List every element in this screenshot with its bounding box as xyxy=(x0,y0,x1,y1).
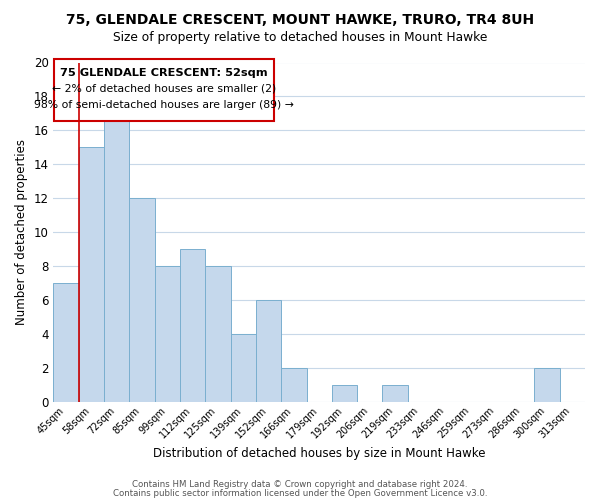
Bar xyxy=(79,148,104,402)
Text: Size of property relative to detached houses in Mount Hawke: Size of property relative to detached ho… xyxy=(113,31,487,44)
Text: ← 2% of detached houses are smaller (2): ← 2% of detached houses are smaller (2) xyxy=(52,84,276,94)
Bar xyxy=(130,198,155,402)
Text: Contains HM Land Registry data © Crown copyright and database right 2024.: Contains HM Land Registry data © Crown c… xyxy=(132,480,468,489)
Text: 75, GLENDALE CRESCENT, MOUNT HAWKE, TRURO, TR4 8UH: 75, GLENDALE CRESCENT, MOUNT HAWKE, TRUR… xyxy=(66,12,534,26)
Text: Contains public sector information licensed under the Open Government Licence v3: Contains public sector information licen… xyxy=(113,490,487,498)
Bar xyxy=(332,386,357,402)
Bar xyxy=(382,386,408,402)
Bar xyxy=(104,114,130,403)
X-axis label: Distribution of detached houses by size in Mount Hawke: Distribution of detached houses by size … xyxy=(153,447,485,460)
Bar xyxy=(281,368,307,402)
Y-axis label: Number of detached properties: Number of detached properties xyxy=(15,140,28,326)
Bar xyxy=(230,334,256,402)
FancyBboxPatch shape xyxy=(54,60,274,121)
Bar xyxy=(155,266,180,402)
Text: 98% of semi-detached houses are larger (89) →: 98% of semi-detached houses are larger (… xyxy=(34,100,294,110)
Bar xyxy=(180,250,205,402)
Text: 75 GLENDALE CRESCENT: 52sqm: 75 GLENDALE CRESCENT: 52sqm xyxy=(60,68,268,78)
Bar xyxy=(205,266,230,402)
Bar xyxy=(53,284,79,403)
Bar xyxy=(535,368,560,402)
Bar xyxy=(256,300,281,402)
